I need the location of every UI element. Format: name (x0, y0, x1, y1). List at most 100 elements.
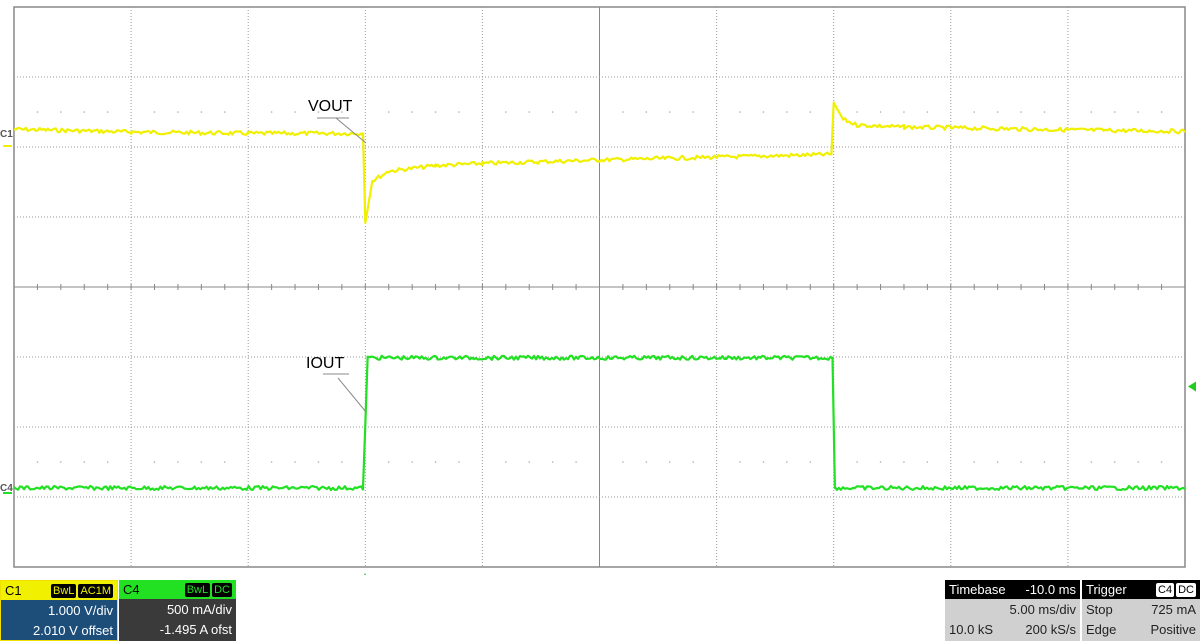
trace-vout (13, 101, 1186, 225)
grid-dot (528, 111, 531, 113)
grid-dot (153, 111, 156, 113)
grid-dot (622, 461, 624, 463)
grid-dot (879, 461, 882, 463)
trigger-coupling-tag: DC (1176, 582, 1196, 597)
timebase-delay: -10.0 ms (1025, 582, 1076, 597)
grid-dot (294, 461, 296, 463)
trigger-title: Trigger (1086, 582, 1127, 597)
grid-dot (973, 111, 976, 113)
grid-dot (1020, 461, 1022, 463)
grid-dot (739, 461, 741, 463)
grid-dot (387, 461, 390, 463)
timebase-descriptor[interactable]: Timebase -10.0 ms 5.00 ms/div 10.0 kS 20… (945, 580, 1080, 641)
grid-dot (809, 461, 812, 463)
c4-bandwidth-tag: BwL (184, 582, 211, 597)
grid-dot (762, 461, 765, 463)
grid-dot (692, 461, 694, 463)
grid-dot (411, 461, 413, 463)
timebase-rate: 200 kS/s (1025, 621, 1076, 637)
graticule (13, 6, 1186, 568)
c1-label: C1 (5, 583, 22, 598)
grid-dot (153, 461, 156, 463)
grid-dot (575, 111, 577, 113)
grid-dot (505, 461, 507, 463)
grid-dot (1043, 461, 1046, 463)
c1-ground-marker[interactable]: C1 (0, 129, 13, 140)
grid-dot (434, 111, 437, 113)
timebase-scale: 5.00 ms/div (1009, 601, 1076, 617)
grid-dot (317, 461, 320, 463)
grid-dot (856, 111, 858, 113)
grid-dot (83, 461, 86, 463)
grid-dot (1113, 461, 1116, 463)
trigger-slope: Positive (1150, 621, 1196, 637)
grid-dot (762, 111, 765, 113)
c4-offset: -1.495 A ofst (159, 621, 232, 637)
grid-dot (60, 111, 62, 113)
grid-dot (200, 461, 203, 463)
c1-scale: 1.000 V/div (47, 602, 113, 618)
grid-dot (645, 111, 648, 113)
grid-dot (622, 111, 624, 113)
grid-dot (341, 111, 343, 113)
grid-dot (458, 461, 460, 463)
grid-dot (270, 111, 273, 113)
grid-dot (223, 111, 226, 113)
c4-descriptor[interactable]: C4 BwL DC 500 mA/div -1.495 A ofst (119, 580, 236, 641)
grid-dot (36, 111, 39, 113)
grid-dot (106, 461, 109, 463)
grid-dot (1043, 111, 1046, 113)
c4-coupling-tag: DC (212, 582, 232, 597)
c4-label: C4 (123, 582, 140, 597)
grid-dot (317, 111, 320, 113)
trigger-level: 725 mA (1151, 601, 1196, 617)
grid-dot (83, 111, 86, 113)
grid-dot (106, 111, 109, 113)
traces (13, 101, 1186, 492)
annotation-iout-leader (337, 377, 367, 413)
grid-dot (903, 461, 905, 463)
grid-dot (1137, 461, 1139, 463)
grid-dot (223, 461, 226, 463)
grid-dot (458, 111, 460, 113)
c1-bandwidth-tag: BwL (51, 583, 77, 598)
grid-dot (387, 111, 390, 113)
grid-dot (1160, 461, 1163, 463)
grid-dot (36, 461, 39, 463)
grid-dot (668, 111, 671, 113)
grid-dot (1020, 111, 1022, 113)
grid-dot (996, 111, 999, 113)
oscilloscope-display: VOUT IOUT C1 C4 (0, 6, 1196, 575)
grid-dot (1090, 111, 1093, 113)
trigger-descriptor[interactable]: Trigger C4 DC Stop 725 mA Edge Positive (1082, 580, 1200, 641)
trigger-source-tag: C4 (1156, 582, 1175, 597)
trigger-level-marker[interactable] (1188, 381, 1196, 392)
grid-dot (200, 111, 203, 113)
grid-dot (926, 111, 929, 113)
trigger-type: Edge (1086, 621, 1117, 637)
grid-dot (856, 461, 858, 463)
grid-dot (177, 461, 179, 463)
grid-dot (645, 461, 648, 463)
c4-scale: 500 mA/div (166, 601, 232, 617)
trigger-position-marker[interactable] (361, 573, 369, 575)
trigger-mode: Stop (1086, 601, 1113, 617)
annotation-iout: IOUT (306, 355, 344, 372)
annotation-vout: VOUT (308, 98, 353, 115)
grid-dot (809, 111, 812, 113)
grid-dot (786, 461, 788, 463)
grid-dot (739, 111, 741, 113)
grid-dot (528, 461, 531, 463)
grid-dot (434, 461, 437, 463)
c1-descriptor[interactable]: C1 BwL AC1M 1.000 V/div 2.010 V offset (0, 580, 118, 641)
grid-dot (926, 461, 929, 463)
c4-ground-marker[interactable]: C4 (0, 483, 13, 494)
grid-dot (60, 461, 62, 463)
grid-dot (973, 461, 976, 463)
grid-dot (341, 461, 343, 463)
grid-dot (1113, 111, 1116, 113)
grid-dot (294, 111, 296, 113)
grid-dot (551, 111, 554, 113)
grid-dot (270, 461, 273, 463)
annotation-vout-leader (335, 117, 367, 144)
